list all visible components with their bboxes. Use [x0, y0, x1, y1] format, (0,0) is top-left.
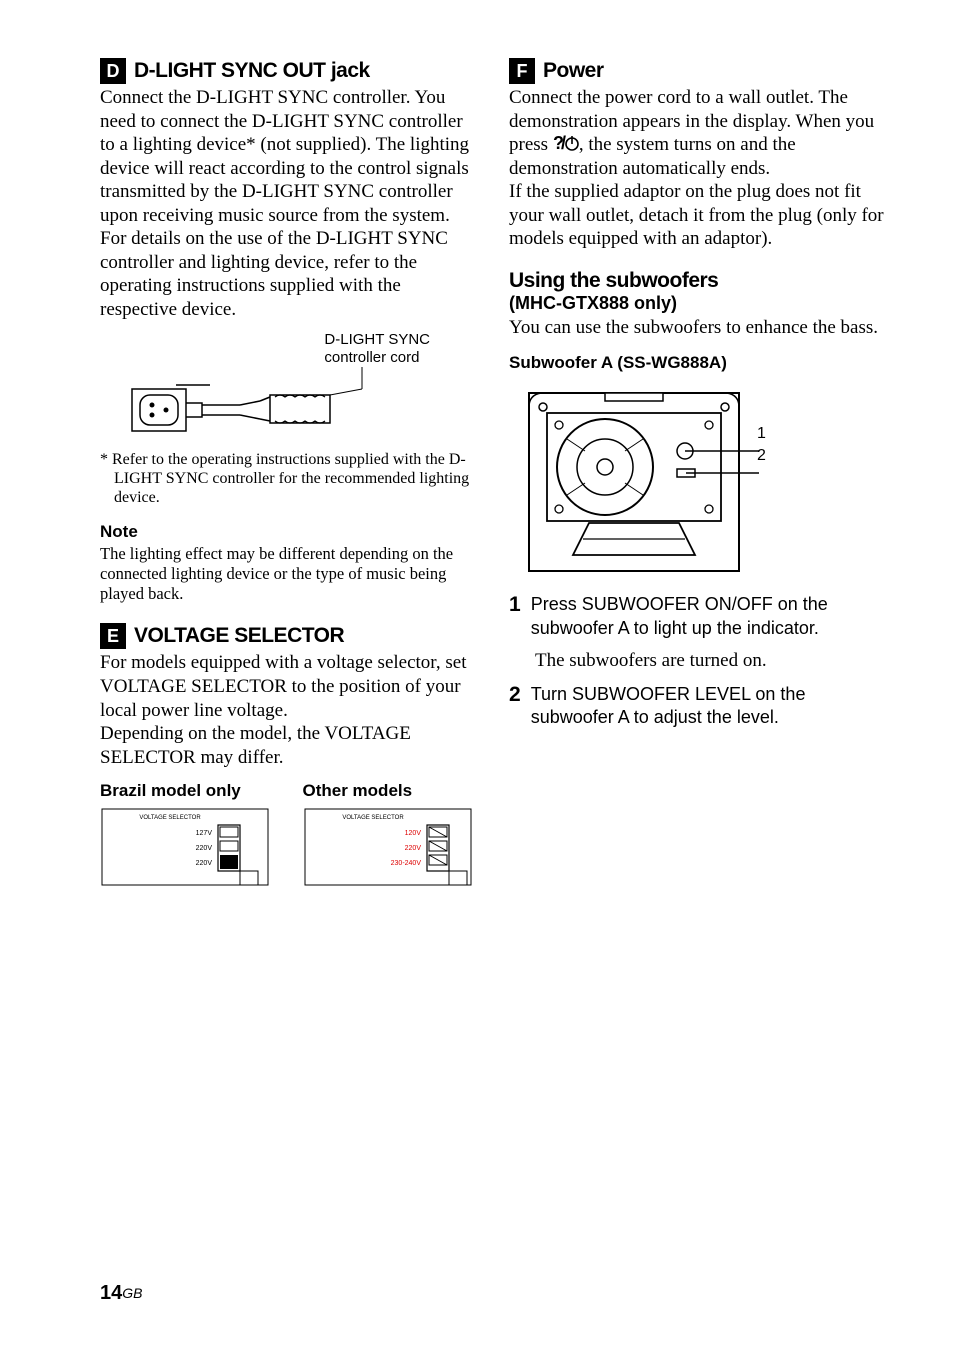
svg-text:127V: 127V — [196, 830, 213, 837]
step-1-sub: The subwoofers are turned on. — [535, 650, 886, 673]
svg-text:120V: 120V — [404, 830, 421, 837]
section-letter-e: E — [100, 623, 126, 649]
section-e-title: E VOLTAGE SELECTOR — [100, 623, 477, 649]
section-d-body: Connect the D-LIGHT SYNC controller. You… — [100, 86, 477, 321]
brazil-title: Brazil model only — [100, 781, 275, 801]
subwoofers-subtitle: (MHC-GTX888 only) — [509, 293, 886, 314]
section-f-heading: Power — [543, 59, 604, 83]
section-d-heading: D-LIGHT SYNC OUT jack — [134, 59, 370, 83]
note-body: The lighting effect may be different dep… — [100, 544, 477, 603]
step-2: 2 Turn SUBWOOFER LEVEL on the subwoofer … — [509, 683, 886, 730]
dlight-diagram: D-LIGHT SYNC controller cord — [130, 331, 477, 437]
section-f-title: F Power — [509, 58, 886, 84]
subwoofers-heading: Using the subwoofers — [509, 269, 886, 293]
page-number: 14GB — [100, 1282, 142, 1305]
section-letter-d: D — [100, 58, 126, 84]
power-icon: ?/ — [553, 133, 579, 153]
note-heading: Note — [100, 522, 477, 542]
section-letter-f: F — [509, 58, 535, 84]
section-f-body3: If the supplied adaptor on the plug does… — [509, 180, 886, 251]
section-f-body: Connect the power cord to a wall outlet.… — [509, 86, 886, 180]
subwoofer-icon — [509, 387, 759, 577]
svg-text:230-240V: 230-240V — [390, 860, 421, 867]
section-d-title: D D-LIGHT SYNC OUT jack — [100, 58, 477, 84]
step-1: 1 Press SUBWOOFER ON/OFF on the subwoofe… — [509, 593, 886, 640]
svg-text:220V: 220V — [404, 845, 421, 852]
svg-text:VOLTAGE SELECTOR: VOLTAGE SELECTOR — [342, 815, 404, 821]
jack-icon — [130, 367, 410, 437]
other-title: Other models — [303, 781, 478, 801]
subwoofers-body: You can use the subwoofers to enhance th… — [509, 316, 886, 340]
brazil-selector-icon: VOLTAGE SELECTOR 127V 220V 220V — [100, 807, 270, 887]
subwoofer-a-heading: Subwoofer A (SS-WG888A) — [509, 353, 886, 373]
section-d-footnote: * Refer to the operating instructions su… — [100, 451, 477, 508]
selector-row: Brazil model only VOLTAGE SELECTOR 127V … — [100, 781, 477, 887]
section-e-heading: VOLTAGE SELECTOR — [134, 624, 344, 648]
subwoofer-diagram: 1 2 — [509, 387, 886, 577]
svg-text:220V: 220V — [196, 845, 213, 852]
other-selector-icon: VOLTAGE SELECTOR 120V 220V 230-240V — [303, 807, 473, 887]
dlight-caption: D-LIGHT SYNC controller cord — [324, 331, 430, 367]
svg-text:/: / — [561, 133, 566, 153]
svg-text:VOLTAGE SELECTOR: VOLTAGE SELECTOR — [139, 815, 201, 821]
svg-text:220V: 220V — [196, 860, 213, 867]
section-e-body: For models equipped with a voltage selec… — [100, 651, 477, 769]
